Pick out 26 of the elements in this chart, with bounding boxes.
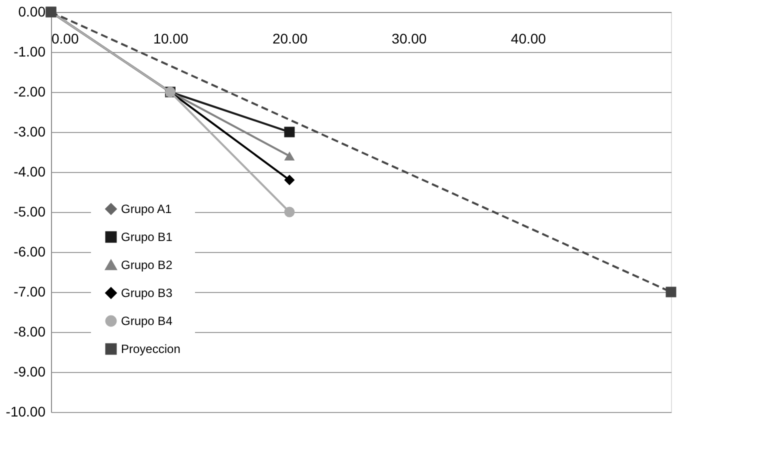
x-tick-label: 40.00 <box>510 30 546 46</box>
y-tick-label: -3.00 <box>14 124 46 140</box>
legend-label: Grupo B4 <box>121 314 173 328</box>
x-tick-label: 0.00 <box>52 30 79 46</box>
y-tick-label: -4.00 <box>14 164 46 180</box>
y-tick-label: 0.00 <box>18 4 46 20</box>
y-tick-label: -6.00 <box>14 244 46 260</box>
y-tick-label: -5.00 <box>14 204 46 220</box>
point <box>284 206 295 218</box>
x-tick-label: 20.00 <box>272 30 308 46</box>
legend-label: Grupo B1 <box>121 230 173 244</box>
y-tick-label: -9.00 <box>14 364 46 380</box>
legend-label: Grupo B3 <box>121 286 173 300</box>
y-tick-label: -2.00 <box>14 84 46 100</box>
point <box>284 126 295 138</box>
point <box>666 286 676 298</box>
legend-label: Grupo B2 <box>121 258 173 272</box>
x-tick-label: 30.00 <box>392 30 427 46</box>
y-tick-label: -10.00 <box>6 404 46 420</box>
x-tick-label: 10.00 <box>153 30 188 46</box>
point <box>284 174 295 186</box>
legend-label: Proyeccion <box>121 342 180 356</box>
y-tick-label: -7.00 <box>14 284 46 300</box>
legend-label: Grupo A1 <box>121 202 172 216</box>
y-tick-label: -1.00 <box>14 44 46 60</box>
y-tick-label: -8.00 <box>14 324 46 340</box>
